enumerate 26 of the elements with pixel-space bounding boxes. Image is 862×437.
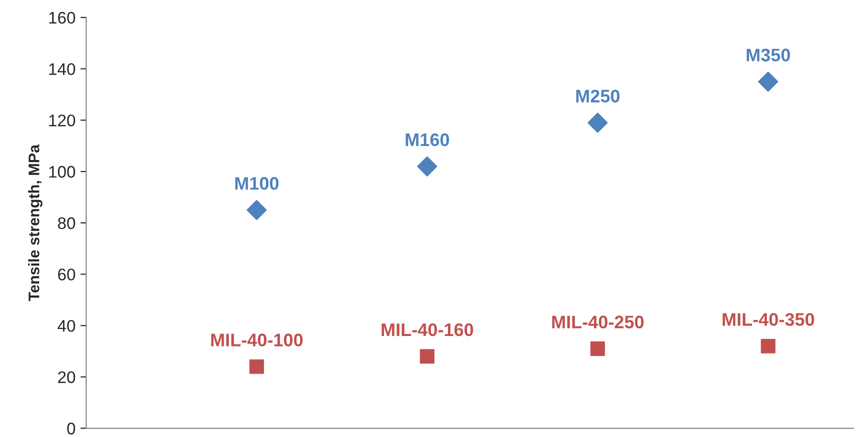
y-axis-title: Tensile strength, MPa [28,144,42,302]
y-tick-label: 80 [58,217,76,230]
data-label: MIL-40-160 [382,323,474,336]
point [417,156,438,176]
point [590,341,605,356]
data-label: M100 [235,177,279,190]
y-tick-label: 120 [49,114,76,126]
point [760,338,776,354]
point [588,112,608,133]
y-tick-label: 20 [58,371,76,384]
data-label: M250 [576,90,620,103]
y-tick-label: 0 [67,422,76,434]
y-tick-label: 40 [58,320,76,332]
data-label: MIL-40-250 [552,316,644,328]
point [246,200,267,220]
point [758,72,778,92]
y-tick-label: 140 [49,63,76,76]
point [420,349,434,364]
data-label: MIL-40-350 [722,313,814,326]
y-tick-label: 160 [49,12,76,24]
y-tick-label: 60 [58,268,76,280]
point [249,359,264,374]
data-label: M160 [406,133,450,146]
data-label: M350 [746,48,790,62]
y-tick-label: 100 [49,166,76,178]
data-label: MIL-40-100 [211,334,303,346]
